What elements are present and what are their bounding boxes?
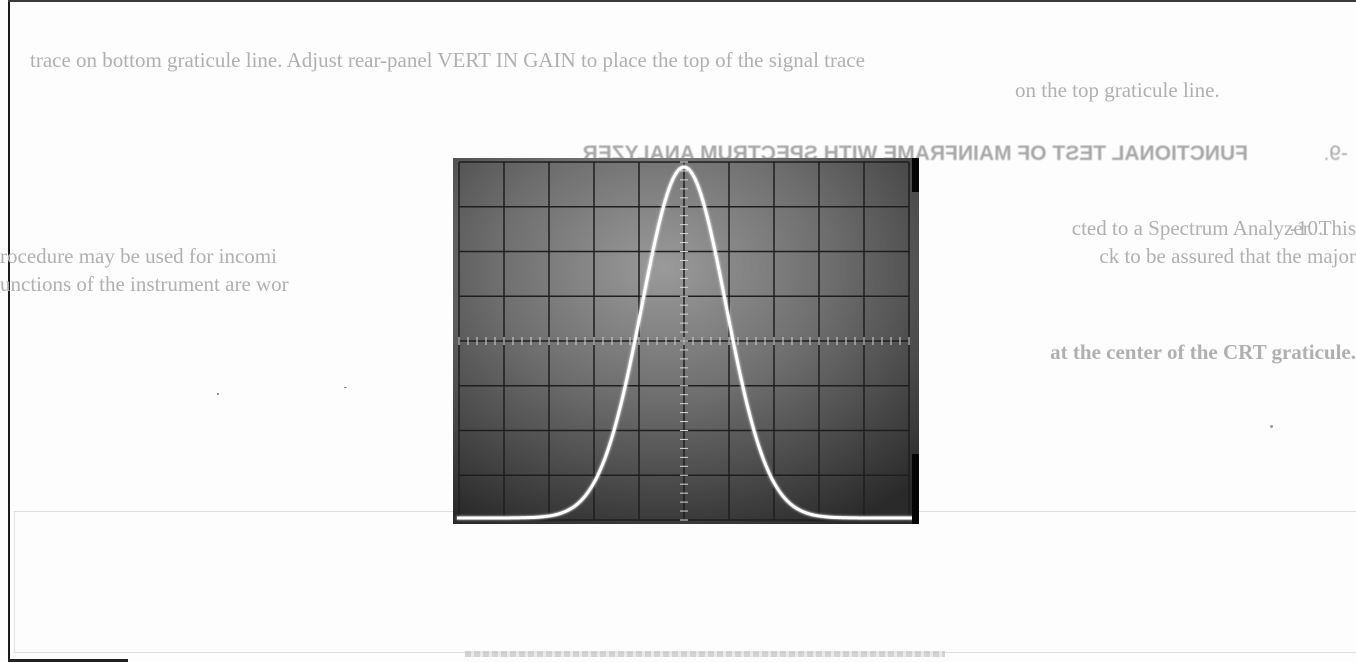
body-line-1: trace on bottom graticule line. Adjust r…	[30, 48, 865, 72]
body-line-2: on the top graticule line.	[1015, 78, 1220, 102]
para-line-3-start: unctions of the instrument are wor	[0, 272, 289, 296]
para-line-2-end: ck to be assured that the major	[1099, 244, 1356, 268]
figure-frame	[14, 511, 1356, 653]
crt-center-ticks	[458, 161, 910, 521]
crt-edge-marker-bottom	[912, 454, 919, 524]
para-line-2-start: rocedure may be used for incomi	[0, 244, 277, 268]
crt-trace	[457, 165, 915, 520]
figure-caption-strip	[465, 651, 945, 657]
crt-display	[453, 158, 919, 524]
step-text-end: at the center of the CRT graticule.	[1050, 340, 1356, 364]
section-number: -9.	[1323, 142, 1348, 165]
page-border-top	[8, 0, 1356, 2]
para-line-1-end: cted to a Spectrum Analyzer. This	[1071, 216, 1356, 240]
speck	[217, 393, 219, 395]
page-border-left	[8, 0, 10, 662]
page-border-bottom	[8, 659, 128, 662]
para-number: -10.	[1290, 216, 1324, 240]
crt-edge-marker-top	[912, 158, 919, 192]
speck	[1270, 425, 1273, 428]
speck	[344, 387, 347, 388]
